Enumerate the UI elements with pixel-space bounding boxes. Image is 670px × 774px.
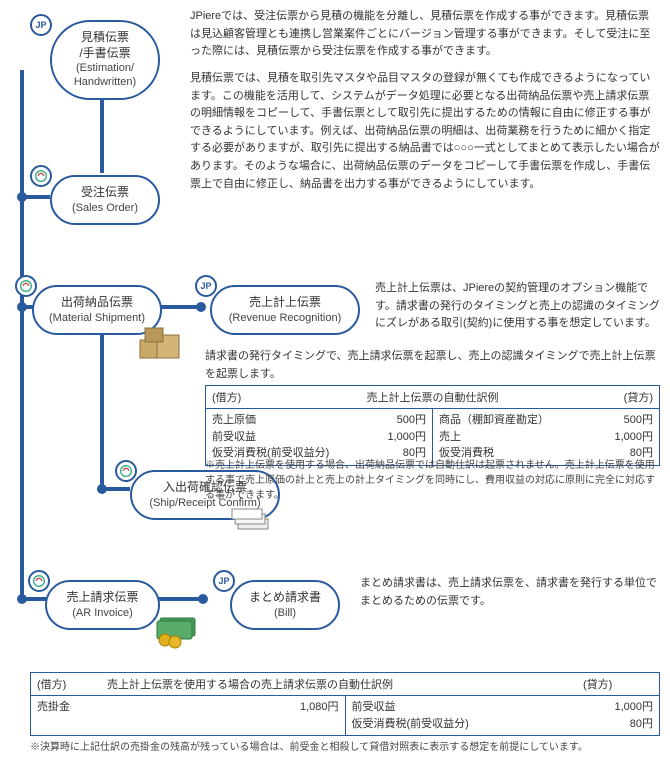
node-shipment-sub: (Material Shipment) [46,311,148,325]
table1-header-center: 売上計上伝票の自動仕訳例 [272,389,593,405]
node-invoice-sub: (AR Invoice) [59,606,146,620]
table2-header-right: (貸方) [583,676,653,692]
note-1: ※売上計上伝票を使用する場合、出荷納品伝票では自動仕訳は起票されません。売上計上… [205,458,660,503]
jp-icon: JP [213,570,235,592]
node-revenue-title: 売上計上伝票 [224,295,346,311]
table2-header-center: 売上計上伝票を使用する場合の売上請求伝票の自動仕訳例 [107,676,583,692]
paragraph-1: JPiereでは、受注伝票から見積の機能を分離し、見積伝票を作成する事ができます… [190,8,660,61]
table-invoice-journal: (借方) 売上計上伝票を使用する場合の売上請求伝票の自動仕訳例 (貸方) 売掛金… [30,672,660,736]
boxes-icon [135,325,185,368]
jp-icon: JP [30,14,52,36]
table2-header-left: (借方) [37,676,107,692]
v-conn-2 [100,328,104,488]
paragraph-5: まとめ請求書は、売上請求伝票を、請求書を発行する単位でまとめるための伝票です。 [360,575,660,610]
node-sales-order: 受注伝票 (Sales Order) [50,175,160,225]
id-icon [30,165,52,187]
node-revenue: 売上計上伝票 (Revenue Recognition) [210,285,360,335]
node-bill-sub: (Bill) [244,606,326,620]
node-invoice-title: 売上請求伝票 [59,590,146,606]
id-icon [28,570,50,592]
spine-connector [20,70,24,600]
v-conn-1 [100,90,104,173]
paragraph-4: 請求書の発行タイミングで、売上請求伝票を起票し、売上の認識タイミングで売上計上伝… [205,348,660,383]
table1-debit-col: 売上原価500円 前受収益1,000円 仮受消費税(前受収益分)80円 [206,409,433,465]
diagram-container: 見積伝票/手書伝票 (Estimation/ Handwritten) JP 受… [0,0,670,774]
table1-credit-col: 商品（棚卸資産勘定）500円 売上1,000円 仮受消費税80円 [433,409,659,465]
table-revenue-journal: (借方) 売上計上伝票の自動仕訳例 (貸方) 売上原価500円 前受収益1,00… [205,385,660,466]
paragraph-2: 見積伝票では、見積を取引先マスタや品目マスタの登録が無くても作成できるようになっ… [190,70,660,193]
node-shipment-title: 出荷納品伝票 [46,295,148,311]
node-bill-title: まとめ請求書 [244,590,326,606]
node-sales-order-title: 受注伝票 [64,185,146,201]
node-sales-order-sub: (Sales Order) [64,201,146,215]
table1-header-right: (貸方) [593,389,653,405]
money-icon [150,610,205,653]
h-conn-6 [104,487,130,491]
paragraph-3: 売上計上伝票は、JPiereの契約管理のオプション機能です。請求書の発行のタイミ… [375,280,660,333]
table1-header-left: (借方) [212,389,272,405]
node-estimation: 見積伝票/手書伝票 (Estimation/ Handwritten) [50,20,160,100]
conn-dot-2 [198,594,208,604]
id-icon [15,275,37,297]
note-2: ※決算時に上記仕訳の売掛金の残高が残っている場合は、前受金と相殺して貸借対照表に… [30,740,660,755]
node-revenue-sub: (Revenue Recognition) [224,311,346,325]
id-icon [115,460,137,482]
jp-icon: JP [195,275,217,297]
node-estimation-sub: (Estimation/ Handwritten) [64,61,146,90]
table2-debit-col: 売掛金1,080円 [31,696,346,735]
table2-credit-col: 前受収益1,000円 仮受消費税(前受収益分)80円 [346,696,660,735]
node-bill: まとめ請求書 (Bill) [230,580,340,630]
paper-stack-icon [230,505,275,538]
conn-dot-1 [196,302,206,312]
h-conn-1 [24,195,50,199]
node-estimation-title: 見積伝票/手書伝票 [64,30,146,61]
node-invoice: 売上請求伝票 (AR Invoice) [45,580,160,630]
